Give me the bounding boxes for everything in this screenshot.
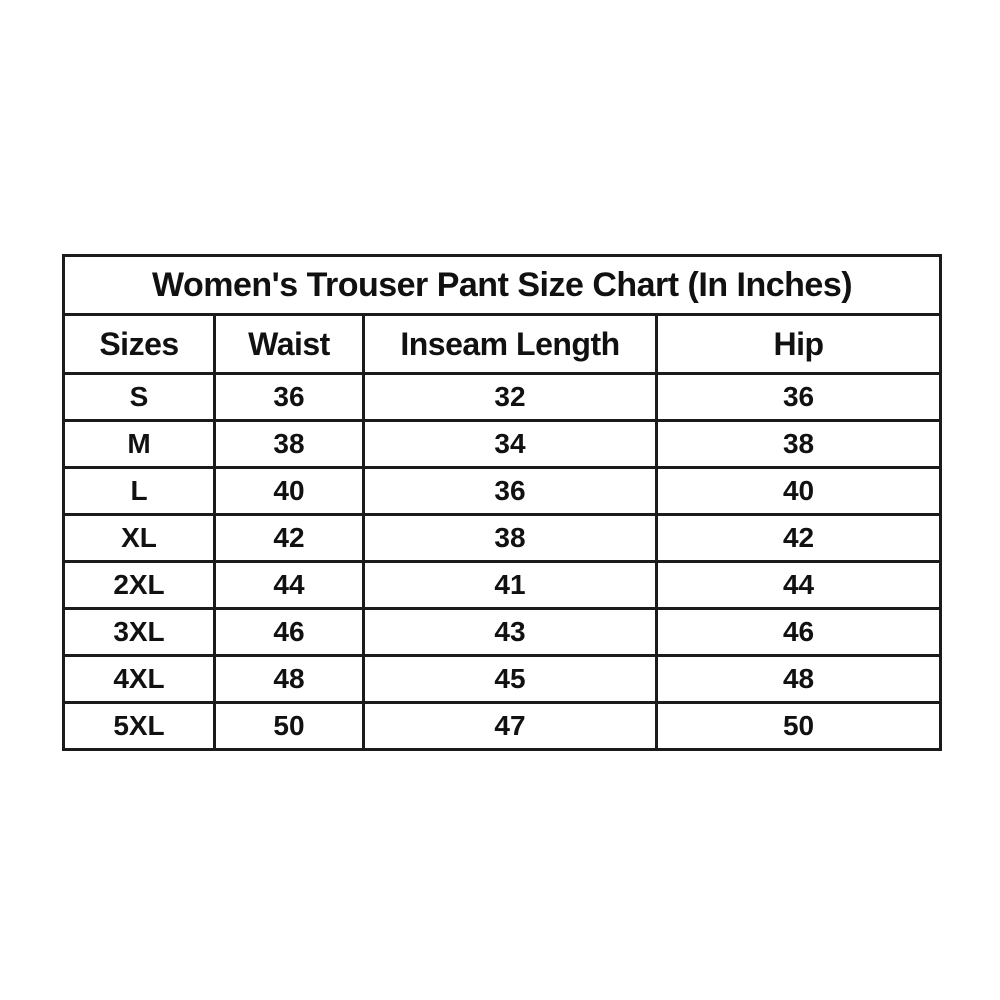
inseam-cell: 41 (362, 560, 658, 610)
size-cell: L (62, 466, 216, 516)
column-header-inseam: Inseam Length (362, 313, 658, 375)
table-row-m: M 38 34 38 (62, 419, 943, 469)
table-row-3xl: 3XL 46 43 46 (62, 607, 943, 657)
waist-cell: 46 (213, 607, 365, 657)
size-chart-container: Women's Trouser Pant Size Chart (In Inch… (61, 254, 943, 751)
hip-cell: 46 (654, 607, 943, 657)
table-row-s: S 36 32 36 (62, 372, 943, 422)
size-cell: 2XL (62, 560, 216, 610)
inseam-cell: 45 (362, 654, 658, 704)
size-cell: 4XL (62, 654, 216, 704)
column-header-sizes: Sizes (62, 313, 216, 375)
table-row-4xl: 4XL 48 45 48 (62, 654, 943, 704)
waist-cell: 38 (213, 419, 365, 469)
table-row-2xl: 2XL 44 41 44 (62, 560, 943, 610)
hip-cell: 44 (654, 560, 943, 610)
table-row-xl: XL 42 38 42 (62, 513, 943, 563)
size-cell: 3XL (62, 607, 216, 657)
table-row-5xl: 5XL 50 47 50 (62, 701, 943, 751)
waist-cell: 42 (213, 513, 365, 563)
table-row-l: L 40 36 40 (62, 466, 943, 516)
hip-cell: 42 (654, 513, 943, 563)
table-title: Women's Trouser Pant Size Chart (In Inch… (61, 254, 943, 316)
size-cell: XL (62, 513, 216, 563)
hip-cell: 50 (654, 701, 943, 751)
hip-cell: 36 (654, 372, 943, 422)
waist-cell: 50 (213, 701, 365, 751)
size-chart-table: Women's Trouser Pant Size Chart (In Inch… (61, 254, 943, 751)
size-cell: 5XL (62, 701, 216, 751)
inseam-cell: 32 (362, 372, 658, 422)
table-title-row: Women's Trouser Pant Size Chart (In Inch… (61, 254, 943, 316)
waist-cell: 44 (213, 560, 365, 610)
waist-cell: 48 (213, 654, 365, 704)
size-cell: M (62, 419, 216, 469)
hip-cell: 38 (654, 419, 943, 469)
inseam-cell: 36 (362, 466, 658, 516)
waist-cell: 40 (213, 466, 365, 516)
size-cell: S (62, 372, 216, 422)
inseam-cell: 43 (362, 607, 658, 657)
hip-cell: 48 (654, 654, 943, 704)
inseam-cell: 38 (362, 513, 658, 563)
column-header-waist: Waist (213, 313, 365, 375)
table-header-row: Sizes Waist Inseam Length Hip (62, 313, 943, 375)
waist-cell: 36 (213, 372, 365, 422)
column-header-hip: Hip (654, 313, 943, 375)
inseam-cell: 47 (362, 701, 658, 751)
hip-cell: 40 (654, 466, 943, 516)
inseam-cell: 34 (362, 419, 658, 469)
